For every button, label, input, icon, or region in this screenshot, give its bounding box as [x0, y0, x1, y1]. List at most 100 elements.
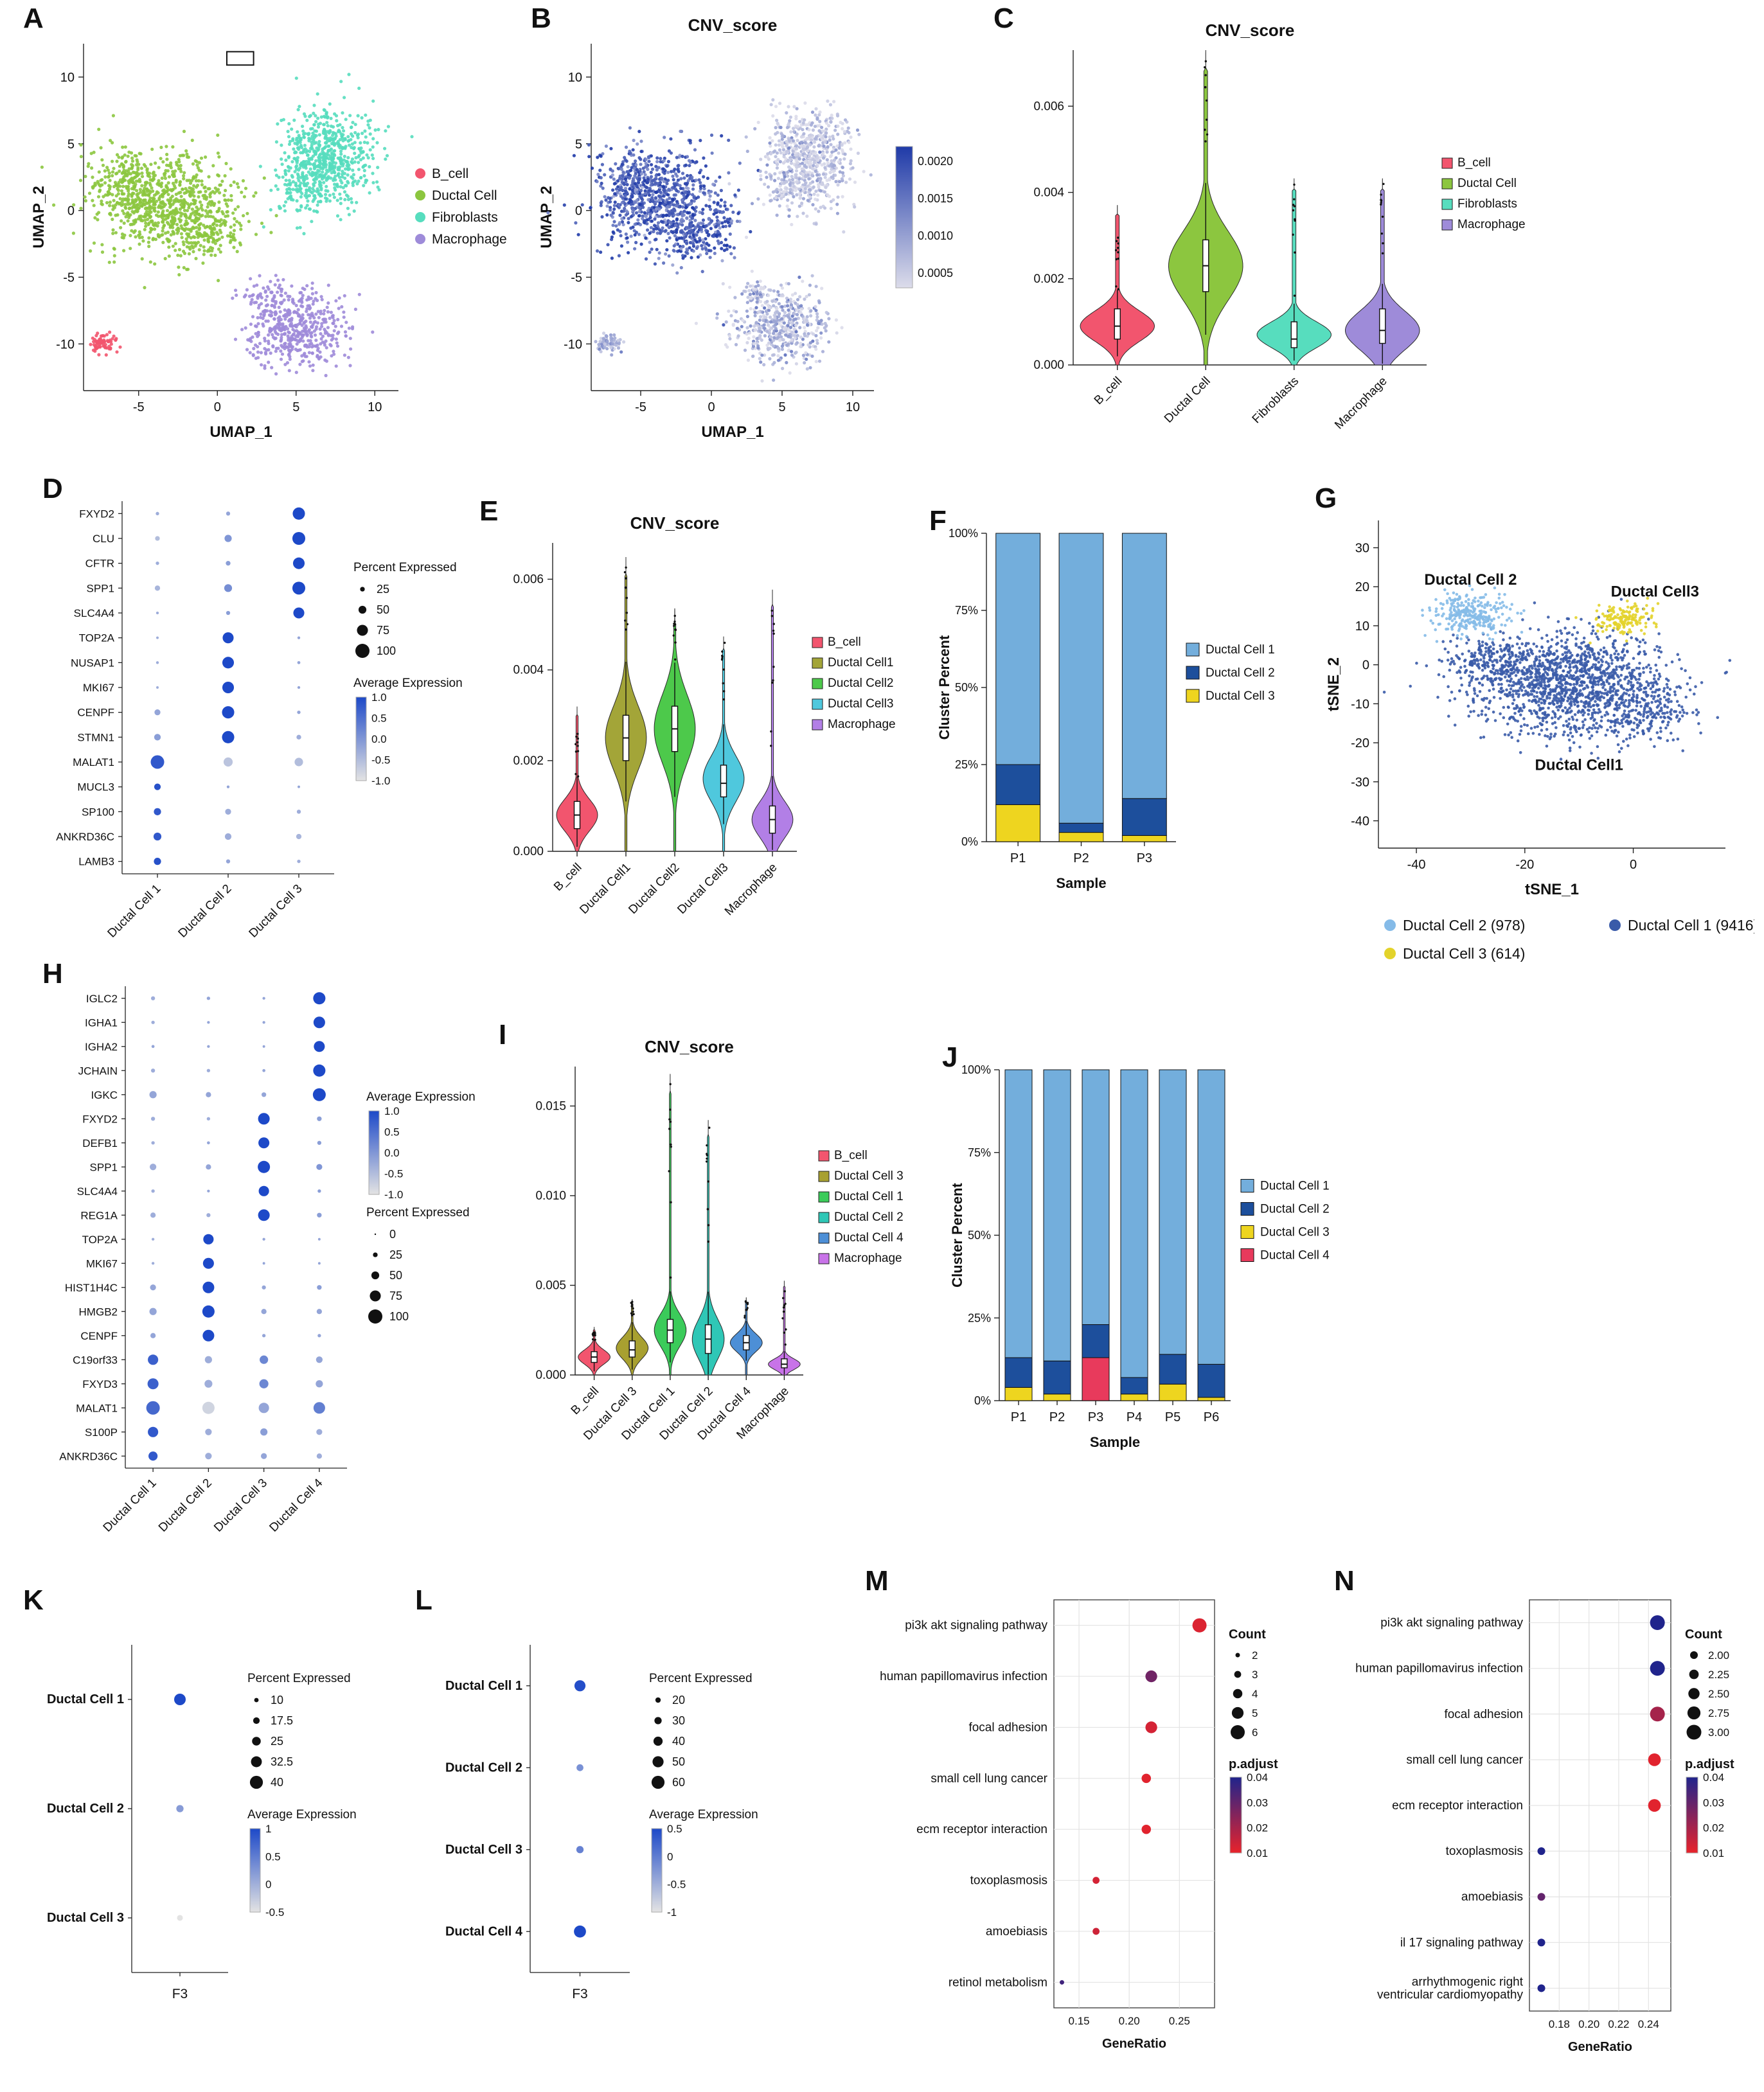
svg-text:-10: -10	[564, 337, 582, 351]
svg-text:10: 10	[60, 71, 75, 85]
dot	[297, 859, 301, 864]
bar-segment	[1159, 1383, 1187, 1401]
enrich-dot	[1145, 1721, 1157, 1733]
dot	[154, 808, 161, 815]
svg-text:10: 10	[846, 400, 860, 414]
violin-box	[628, 1340, 636, 1358]
dot	[297, 660, 301, 664]
cluster-percent-bars-p1p6-chart: 0%25%50%75%100%P1 P2 P3 P4 P5 P6SampleCluster…	[949, 1063, 1330, 1450]
scatter-points	[40, 73, 414, 378]
panel-label-j: J	[942, 1042, 958, 1073]
panel-label-d: D	[42, 473, 63, 504]
dot	[262, 1045, 265, 1048]
legend: Count2.002.252.502.753.00p.adjust0.040.0…	[1685, 1627, 1734, 1859]
dot	[258, 1209, 270, 1221]
dot	[150, 1068, 156, 1073]
panel-m: M 0.15 0.20 0.25 GeneRatio pi3k akt signalin…	[861, 1565, 1311, 2082]
svg-text:0: 0	[708, 400, 715, 414]
panel-label-b: B	[531, 3, 551, 34]
dot	[156, 661, 159, 664]
dot	[312, 1088, 326, 1101]
dot	[206, 1068, 211, 1072]
bar-segment	[1058, 533, 1104, 824]
panel-label-i: I	[499, 1019, 507, 1050]
svg-text:10: 10	[368, 400, 382, 414]
svg-text:5: 5	[575, 137, 582, 152]
dot	[150, 996, 156, 1000]
panel-label-g: G	[1315, 483, 1337, 514]
dot	[292, 557, 305, 569]
panel-h: H IGLC2 IGHA1 IGHA2 JCHAIN IGKC FXYD2 DEFB1 SPP…	[39, 958, 482, 1558]
axes	[994, 1069, 1231, 1405]
dot	[260, 1453, 267, 1459]
violin-box	[781, 1358, 788, 1369]
panel-label-a: A	[23, 3, 44, 34]
dot	[203, 1234, 214, 1245]
dot	[156, 686, 159, 689]
svg-text:-5: -5	[133, 400, 145, 414]
dot	[316, 1429, 323, 1435]
dot	[224, 535, 232, 542]
plot-annotation-label: Ductal Cell 2	[1424, 571, 1517, 589]
bar-segment	[1082, 1069, 1110, 1325]
panel-c: C CNV_score 0.000 0.002 0.004 0.006 B_cell Duc…	[990, 3, 1555, 455]
panel-g: G -40 -20 0 -40 -30 -20 -10 0 10 20 30 tSNE_1 tSNE_2…	[1311, 483, 1754, 986]
gene-dotplot-4clusters-chart: IGLC2IGHA1IGHA2JCHAINIGKCFXYD2DEFB1SPP1S…	[59, 986, 476, 1535]
dot	[317, 1189, 321, 1193]
violin-box	[1379, 308, 1386, 344]
dot	[222, 706, 235, 719]
dot	[317, 1262, 321, 1265]
panel-n: N 0.18 0.20 0.22 0.24 GeneRatio pi3k akt sign…	[1330, 1565, 1761, 2088]
dot	[258, 1403, 269, 1414]
dot	[317, 1334, 321, 1338]
panel-l: L Ductal Cell 1 Ductal Cell 2 Ductal Cell …	[411, 1584, 790, 2050]
plot-annotation-label: Ductal Cell3	[1611, 583, 1699, 600]
svg-text:0: 0	[575, 204, 582, 218]
dot	[174, 1694, 186, 1705]
dot	[316, 1380, 323, 1388]
dot	[313, 1064, 326, 1077]
dot	[222, 731, 235, 743]
dot	[156, 561, 159, 565]
dot	[206, 997, 211, 1000]
svg-text:Macrophage: Macrophage	[432, 232, 507, 247]
dot	[293, 607, 305, 619]
dot	[316, 1356, 323, 1363]
dot	[150, 1284, 156, 1291]
dot	[258, 1137, 270, 1149]
gridlines	[1529, 1600, 1671, 2011]
umap-celltype-chart: -5 0 5 10 -10 -5 0 5 10 UMAP_1 UMAP_2 B_cell Ductal …	[30, 44, 507, 441]
axes	[118, 501, 334, 878]
dot	[176, 1805, 184, 1813]
svg-text:B_cell: B_cell	[432, 166, 468, 181]
dot	[260, 1428, 268, 1436]
axes	[586, 44, 874, 396]
dot	[225, 808, 231, 815]
dot	[224, 584, 233, 592]
dot	[207, 1045, 210, 1048]
plot-annotation-label: Ductal Cell1	[1535, 757, 1623, 774]
enrich-dot	[1537, 1847, 1546, 1856]
enrich-dot	[1537, 1938, 1546, 1947]
dot	[150, 1117, 156, 1121]
dot	[317, 1116, 322, 1121]
svg-text:UMAP_1: UMAP_1	[701, 423, 763, 441]
bar-segment	[1159, 1354, 1187, 1385]
dot	[205, 1453, 212, 1460]
enrich-dot	[1650, 1661, 1665, 1676]
dot	[226, 511, 231, 516]
enrich-dot	[1092, 1877, 1100, 1884]
panel-d: D FXYD2 CLU CFTR SPP1 SLC4A4 TOP2A NUSAP1 MKI67…	[39, 473, 463, 957]
axes	[570, 1067, 803, 1380]
dot	[317, 1212, 322, 1218]
dot	[148, 1354, 159, 1365]
axes	[78, 44, 398, 396]
dot	[259, 1379, 269, 1388]
dot	[260, 1355, 269, 1364]
